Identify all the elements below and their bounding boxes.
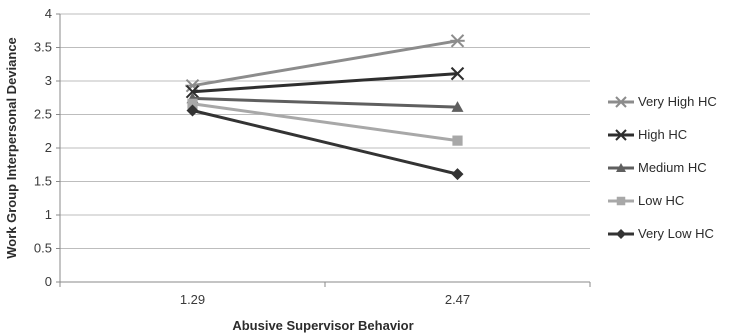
data-point xyxy=(451,101,464,112)
data-point xyxy=(185,85,200,99)
series-line xyxy=(192,39,458,88)
legend-item: Medium HC xyxy=(608,160,707,175)
y-axis-title: Work Group Interpersonal Deviance xyxy=(4,37,19,259)
data-point xyxy=(616,196,626,206)
data-point xyxy=(616,163,626,172)
series-line xyxy=(192,72,458,94)
data-point xyxy=(450,66,465,81)
data-point xyxy=(451,168,464,181)
data-point xyxy=(450,34,465,48)
axes: 0 0.5 1 1.5 2 2.5 3 3.5 4 1.29 2.47 xyxy=(34,6,591,307)
y-tick-label: 3 xyxy=(45,73,52,88)
y-tick-label: 4 xyxy=(45,6,52,21)
legend-item: Very High HC xyxy=(608,94,717,109)
legend-label: Medium HC xyxy=(638,160,707,175)
y-tick-label: 1 xyxy=(45,207,52,222)
data-point xyxy=(615,96,627,108)
series-line xyxy=(192,102,458,143)
legend-item: Low HC xyxy=(608,193,684,208)
data-point xyxy=(615,129,627,141)
legend-item: Very Low HC xyxy=(608,226,714,241)
legend: Very High HC High HC Medium HC Low HC Very L… xyxy=(608,94,717,241)
series xyxy=(187,98,463,146)
y-tick-label: 0.5 xyxy=(34,241,52,256)
series-line xyxy=(192,96,458,109)
data-point xyxy=(186,104,199,117)
legend-item: High HC xyxy=(608,127,687,142)
data-point xyxy=(452,135,463,146)
data-point xyxy=(616,229,626,239)
data-point xyxy=(187,98,198,109)
legend-label: Very Low HC xyxy=(638,226,714,241)
legend-label: Very High HC xyxy=(638,94,717,109)
y-tick-label: 1.5 xyxy=(34,174,52,189)
x-axis-title: Abusive Supervisor Behavior xyxy=(232,318,413,333)
series xyxy=(186,104,464,181)
gridlines xyxy=(60,13,590,249)
y-tick-label: 3.5 xyxy=(34,40,52,55)
series xyxy=(185,66,465,99)
y-tick-label: 2 xyxy=(45,140,52,155)
x-tick-label: 2.47 xyxy=(445,292,470,307)
legend-label: Low HC xyxy=(638,193,684,208)
y-tick-label: 2.5 xyxy=(34,107,52,122)
y-tick-label: 0 xyxy=(45,274,52,289)
series xyxy=(185,34,465,93)
x-tick-label: 1.29 xyxy=(180,292,205,307)
series-lines xyxy=(185,34,465,181)
series-line xyxy=(192,109,458,176)
legend-label: High HC xyxy=(638,127,687,142)
